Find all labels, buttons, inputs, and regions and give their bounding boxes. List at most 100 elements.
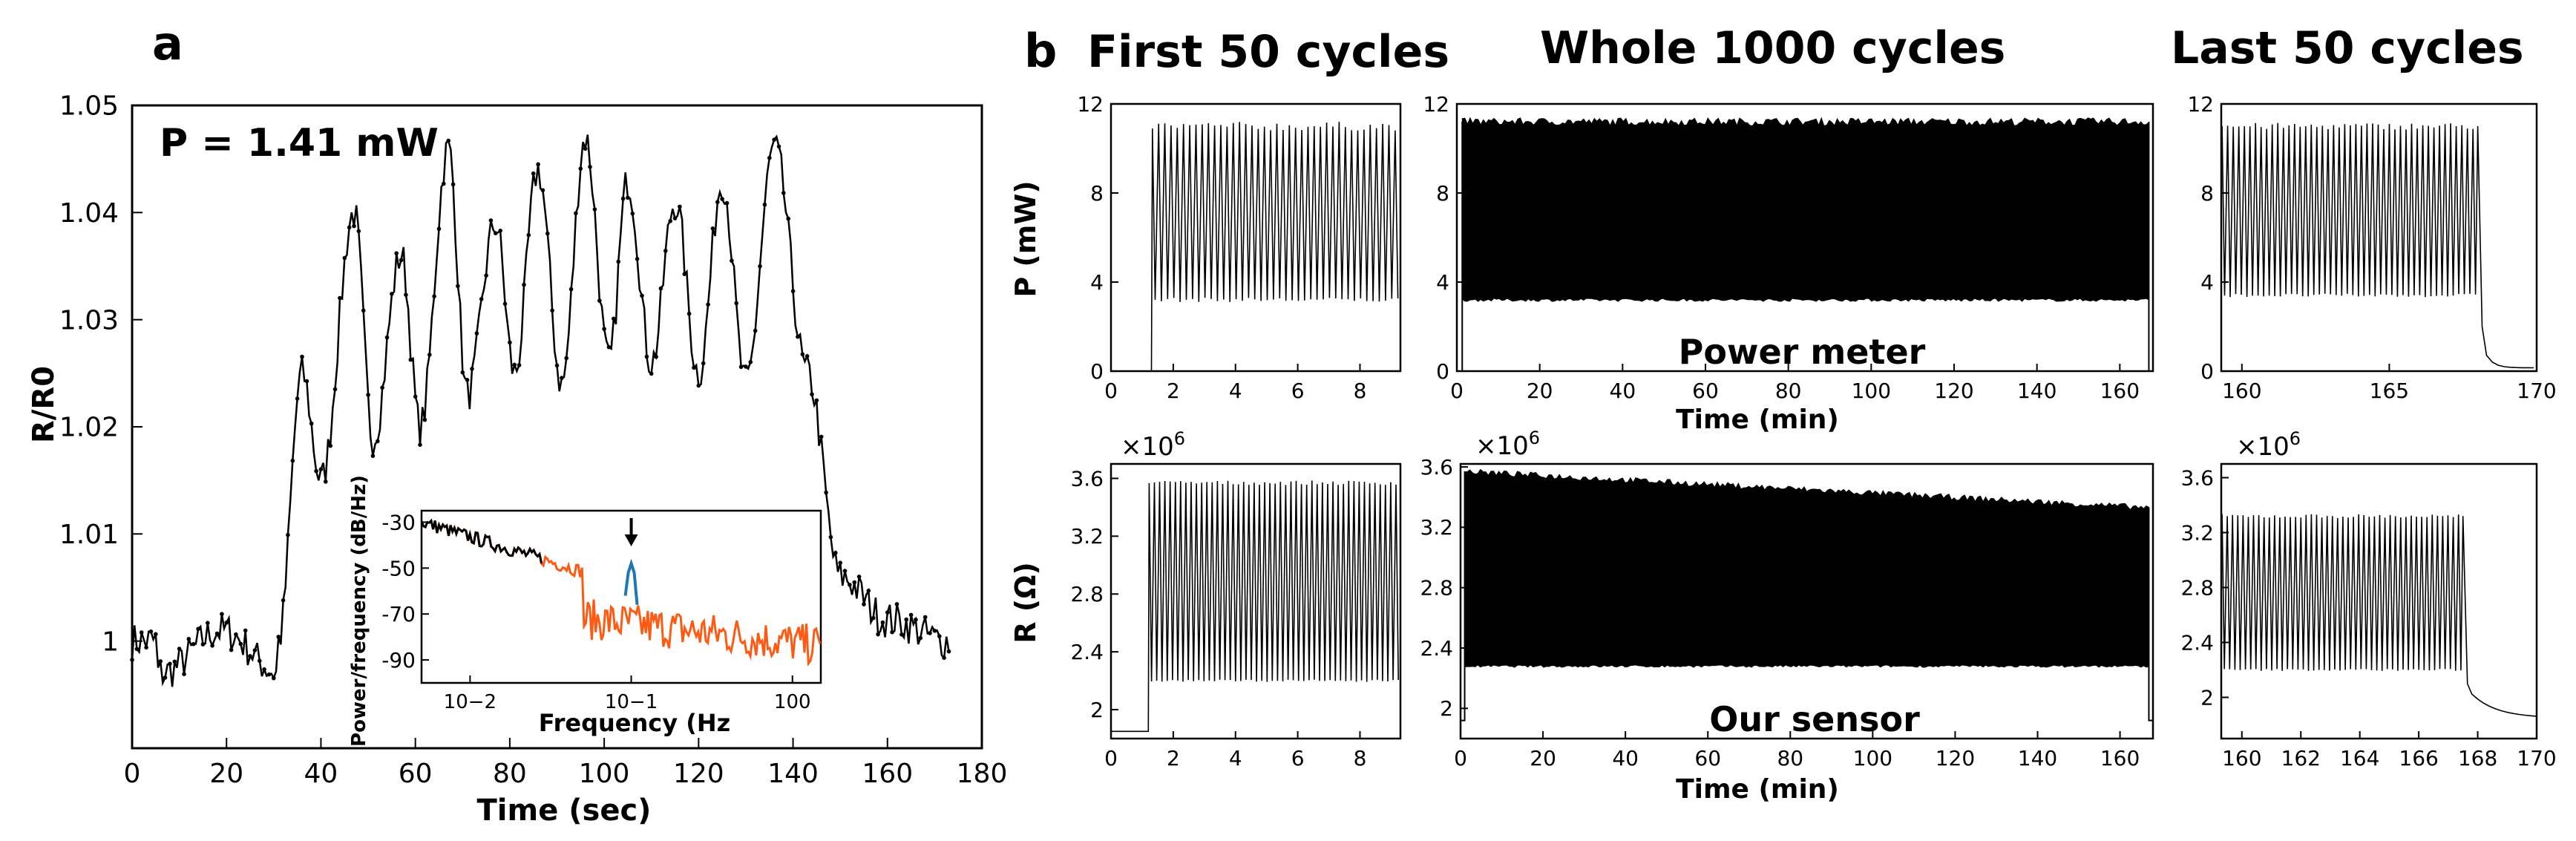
power-whole-xlabel: Time (min) (1676, 405, 1839, 435)
a-signal-point (413, 394, 418, 399)
b_power_last-xtick-label: 160 (2222, 379, 2261, 403)
b_sensor_last-ytick-label: 2 (2200, 685, 2214, 710)
a_main-ytick-label: 1.03 (59, 305, 119, 336)
a-signal-point (946, 649, 951, 654)
column-title-whole: Whole 1000 cycles (1540, 22, 2005, 74)
b_sensor_whole-onset (1461, 471, 1466, 721)
a-signal-point (696, 383, 701, 388)
b_power_last-xtick-label: 170 (2517, 379, 2556, 403)
a-signal-point (508, 340, 512, 345)
a-signal-point (248, 654, 252, 658)
b_sensor_whole-ytick-label: 3.6 (1420, 455, 1453, 480)
b_power_whole-xtick-label: 20 (1527, 379, 1553, 403)
a-signal-point (828, 534, 833, 540)
a-signal-point (710, 226, 715, 231)
b_sensor_last-xtick-label: 160 (2222, 746, 2261, 770)
a-signal-point (214, 631, 220, 636)
a_main-ytick-label: 1.04 (59, 198, 119, 229)
b_power_first-ytick-label: 12 (1077, 92, 1104, 117)
a-signal-point (890, 629, 894, 635)
a-signal-point (833, 550, 838, 555)
a-signal-point (465, 378, 470, 382)
b_sensor_last-xtick-label: 166 (2399, 746, 2438, 770)
inset-ytick-label: -30 (381, 510, 416, 534)
a_main-xtick-label: 60 (399, 759, 433, 789)
a-xlabel: Time (sec) (477, 793, 652, 828)
b_sensor_last-ytick-label: 2.4 (2180, 630, 2214, 655)
b_sensor_first-xtick-label: 2 (1167, 746, 1180, 770)
b_power_last-frame (2220, 102, 2538, 373)
inset-ytick-label: -50 (381, 556, 416, 580)
a-signal-point (234, 632, 238, 637)
a-signal-point (404, 292, 408, 298)
a-signal-point (748, 360, 753, 364)
a-signal-point (338, 295, 342, 301)
b_power_whole-xtick-label: 160 (2100, 379, 2140, 403)
a-signal-point (819, 434, 824, 439)
b_sensor_last-trace (2221, 514, 2537, 717)
b_power_first-xtick-label: 6 (1291, 379, 1305, 403)
a-signal-point (408, 357, 413, 362)
b_power_whole-xtick-label: 140 (2017, 379, 2056, 403)
our-sensor-label: Our sensor (1709, 699, 1920, 739)
a_main-ytick-label: 1.05 (59, 91, 119, 122)
a-signal-point (654, 354, 658, 359)
a-signal-point (304, 379, 309, 384)
a-signal-point (144, 645, 148, 650)
a-signal-point (932, 629, 937, 633)
a-signal-point (574, 211, 578, 216)
inset-overlay (420, 518, 543, 564)
b_sensor_first-trace (1111, 480, 1399, 733)
b_power_whole-band (1461, 117, 2149, 302)
a-signal-point (635, 257, 640, 261)
a-signal-point (640, 293, 644, 298)
inset-xtick-label: 10−2 (444, 691, 496, 713)
a-signal-point (243, 628, 248, 633)
a-signal-point (672, 216, 678, 220)
a-signal-point (390, 292, 394, 296)
a-signal-point (130, 658, 134, 662)
a-annotation: P = 1.41 mW (160, 121, 439, 166)
a-signal-point (252, 648, 258, 652)
a-signal-point (588, 165, 592, 169)
a-signal-point (616, 259, 620, 264)
a-signal-point (134, 647, 140, 652)
b_power_first-trace (1111, 122, 1399, 372)
a-signal-point (871, 615, 876, 621)
a_main-xtick-label: 0 (124, 759, 141, 789)
sensor-whole-xlabel: Time (min) (1676, 774, 1839, 805)
panel-label-a: a (152, 16, 183, 71)
a-signal-point (592, 207, 597, 212)
a-signal-point (914, 618, 918, 622)
a-signal-point (168, 661, 172, 667)
a-signal-point (498, 229, 502, 233)
a-signal-point (578, 166, 583, 171)
b_sensor_whole-band (1464, 468, 2149, 668)
a-signal-point (384, 335, 390, 340)
column-title-first: First 50 cycles (1087, 26, 1449, 78)
b_sensor_whole-ytick-label: 2.4 (1420, 636, 1453, 661)
inset-ytick-label: -90 (381, 648, 416, 673)
a-signal-point (922, 615, 928, 620)
a-signal-point (602, 327, 606, 331)
a-signal-point (885, 610, 890, 615)
sensor-ylabel: R (Ω) (1009, 562, 1042, 644)
panel-label-b: b (1024, 24, 1057, 78)
a-signal-point (842, 569, 848, 573)
a-signal-point (276, 635, 281, 639)
a_main-xtick-label: 80 (493, 759, 527, 789)
chart-a-main: P = 1.41 mW Time (sec) R/R0 0 20 40 60 80 100… (27, 91, 1007, 828)
a-signal-point (456, 284, 460, 289)
inset-ylabel: Power/frequency (dB/Hz) (348, 475, 370, 747)
a-signal-point (352, 223, 356, 229)
a-signal-point (272, 675, 276, 681)
b_sensor_first-xtick-label: 4 (1229, 746, 1242, 770)
b_power_whole-xtick-label: 120 (1934, 379, 1973, 403)
a-signal-point (767, 155, 772, 160)
sensor-first-multiplier: ×106 (1121, 428, 1185, 462)
inset-ytick-label: -70 (381, 602, 416, 626)
a-signal-point (663, 249, 668, 253)
a-signal-point (734, 301, 738, 306)
a-signal-point (692, 365, 696, 370)
b_power_first-ytick-label: 4 (1090, 270, 1104, 295)
